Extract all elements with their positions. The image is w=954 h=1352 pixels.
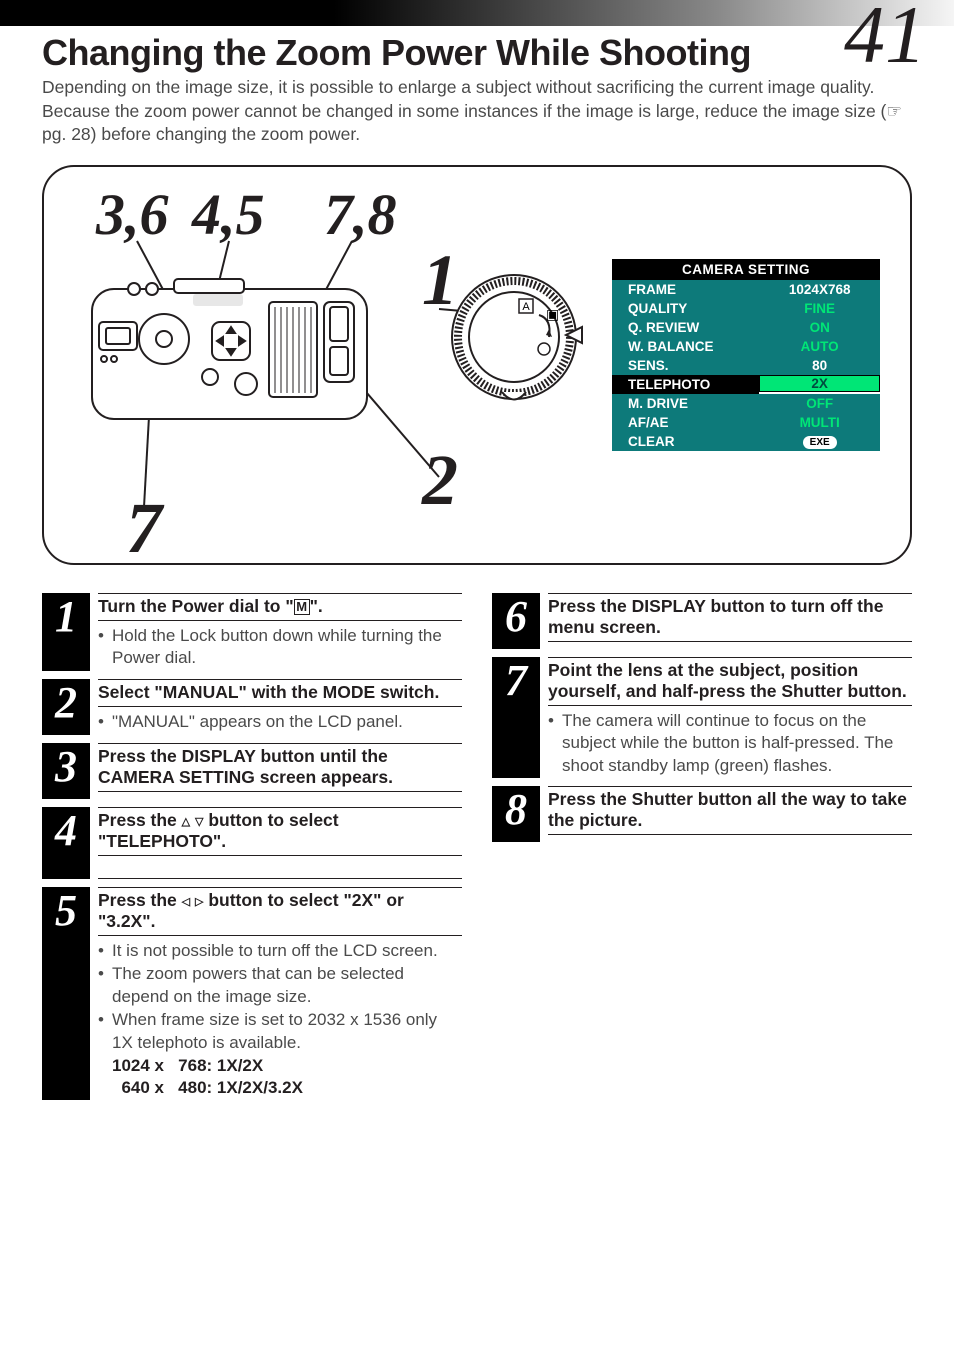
header-gradient-bar — [0, 0, 954, 26]
menu-row-label: Q. REVIEW — [612, 318, 759, 337]
diagram-label-78: 7,8 — [324, 181, 397, 248]
svg-text:▣: ▣ — [546, 306, 559, 322]
steps-right-column: 6Press the DISPLAY button to turn off th… — [492, 593, 912, 1108]
step-number: 3 — [42, 743, 90, 799]
step: 5Press the ◁ ▷ button to select "2X" or … — [42, 887, 462, 1100]
menu-row: TELEPHOTO2X — [612, 375, 880, 394]
diagram-label-36: 3,6 — [96, 181, 169, 248]
menu-row-value: 2X — [759, 375, 880, 392]
step-heading: Press the ◁ ▷ button to select "2X" or "… — [98, 887, 462, 936]
step-heading: Press the Shutter button all the way to … — [548, 786, 912, 835]
step-heading: Press the DISPLAY button until the CAMER… — [98, 743, 462, 792]
step-heading: Turn the Power dial to "M". — [98, 593, 462, 621]
menu-row-value: MULTI — [759, 413, 880, 432]
step-bullet: When frame size is set to 2032 x 1536 on… — [98, 1009, 462, 1054]
step-number: 6 — [492, 593, 540, 649]
menu-row-label: TELEPHOTO — [612, 375, 759, 394]
step: 4Press the △ ▽ button to select "TELEPHO… — [42, 807, 462, 879]
menu-row-value: 80 — [759, 356, 880, 375]
step-bullet: The camera will continue to focus on the… — [548, 710, 912, 777]
step-bullet: "MANUAL" appears on the LCD panel. — [98, 711, 462, 733]
svg-text:A: A — [522, 301, 530, 313]
step-bullet-list: It is not possible to turn off the LCD s… — [98, 940, 462, 1054]
menu-row-value: AUTO — [759, 337, 880, 356]
section-title: Changing the Zoom Power While Shooting — [42, 32, 912, 74]
menu-header: CAMERA SETTING — [612, 259, 880, 280]
step: 1 Turn the Power dial to "M". Hold the Loc… — [42, 593, 462, 671]
step-body: Press the DISPLAY button to turn off the… — [548, 593, 912, 649]
diagram-label-7: 7 — [126, 487, 162, 570]
step-heading: Press the △ ▽ button to select "TELEPHOT… — [98, 807, 462, 856]
menu-row-label: M. DRIVE — [612, 394, 759, 413]
menu-row: AF/AEMULTI — [612, 413, 880, 432]
step-bottom-rule — [98, 878, 462, 879]
step-number: 4 — [42, 807, 90, 879]
step-body: Select "MANUAL" with the MODE switch. "MA… — [98, 679, 462, 735]
step-bullet: The zoom powers that can be selected dep… — [98, 963, 462, 1008]
diagram-container: A ▣ 3,6 4,5 7,8 1 2 7 CAMERA SETTING FRA… — [42, 165, 912, 565]
step-body: Press the Shutter button all the way to … — [548, 786, 912, 842]
step: 7Point the lens at the subject, position… — [492, 657, 912, 778]
step: 6Press the DISPLAY button to turn off th… — [492, 593, 912, 649]
step-bullet: It is not possible to turn off the LCD s… — [98, 940, 462, 962]
menu-row-label: SENS. — [612, 356, 759, 375]
step-number: 7 — [492, 657, 540, 778]
menu-row-label: FRAME — [612, 280, 759, 299]
menu-row-value: OFF — [759, 394, 880, 413]
menu-row-value: ON — [759, 318, 880, 337]
menu-row-label: CLEAR — [612, 432, 759, 451]
diagram-label-2: 2 — [422, 439, 458, 522]
step-body: Press the DISPLAY button until the CAMER… — [98, 743, 462, 799]
menu-row: QUALITYFINE — [612, 299, 880, 318]
step-sub-bold: 640 x 480: 1X/2X/3.2X — [98, 1077, 462, 1099]
step-bullet-list: Hold the Lock button down while turning … — [98, 625, 462, 670]
step-bullet: Hold the Lock button down while turning … — [98, 625, 462, 670]
menu-row: M. DRIVEOFF — [612, 394, 880, 413]
menu-row-label: AF/AE — [612, 413, 759, 432]
menu-row: SENS.80 — [612, 356, 880, 375]
step: 2 Select "MANUAL" with the MODE switch. "M… — [42, 679, 462, 735]
diagram-label-1: 1 — [422, 239, 458, 322]
step-body: Press the △ ▽ button to select "TELEPHOT… — [98, 807, 462, 879]
step-number: 5 — [42, 887, 90, 1100]
menu-row-label: W. BALANCE — [612, 337, 759, 356]
step-body: Press the ◁ ▷ button to select "2X" or "… — [98, 887, 462, 1100]
step-heading: Select "MANUAL" with the MODE switch. — [98, 679, 462, 707]
step-body: Turn the Power dial to "M". Hold the Lock… — [98, 593, 462, 671]
intro-paragraph: Depending on the image size, it is possi… — [42, 76, 912, 147]
page-number: 41 — [844, 0, 926, 82]
step-number: 1 — [42, 593, 90, 671]
menu-row-value: EXE — [759, 432, 880, 451]
diagram-label-45: 4,5 — [192, 181, 265, 248]
camera-setting-menu: CAMERA SETTING FRAME1024X768QUALITYFINEQ… — [612, 259, 880, 451]
menu-row: FRAME1024X768 — [612, 280, 880, 299]
step-bullet-list: The camera will continue to focus on the… — [548, 710, 912, 777]
step-bullet-list: "MANUAL" appears on the LCD panel. — [98, 711, 462, 733]
step-number: 2 — [42, 679, 90, 735]
step-number: 8 — [492, 786, 540, 842]
exe-pill: EXE — [803, 436, 837, 449]
step-body: Point the lens at the subject, position … — [548, 657, 912, 778]
menu-row-value: FINE — [759, 299, 880, 318]
step-heading: Press the DISPLAY button to turn off the… — [548, 593, 912, 642]
menu-row: W. BALANCEAUTO — [612, 337, 880, 356]
menu-row: Q. REVIEWON — [612, 318, 880, 337]
menu-row-value: 1024X768 — [759, 280, 880, 299]
menu-row: CLEAR EXE — [612, 432, 880, 451]
step: 8Press the Shutter button all the way to… — [492, 786, 912, 842]
menu-row-label: QUALITY — [612, 299, 759, 318]
step: 3Press the DISPLAY button until the CAME… — [42, 743, 462, 799]
step-sub-bold: 1024 x 768: 1X/2X — [98, 1055, 462, 1077]
steps-left-column: 1 Turn the Power dial to "M". Hold the Loc… — [42, 593, 462, 1108]
step-heading: Point the lens at the subject, position … — [548, 657, 912, 706]
